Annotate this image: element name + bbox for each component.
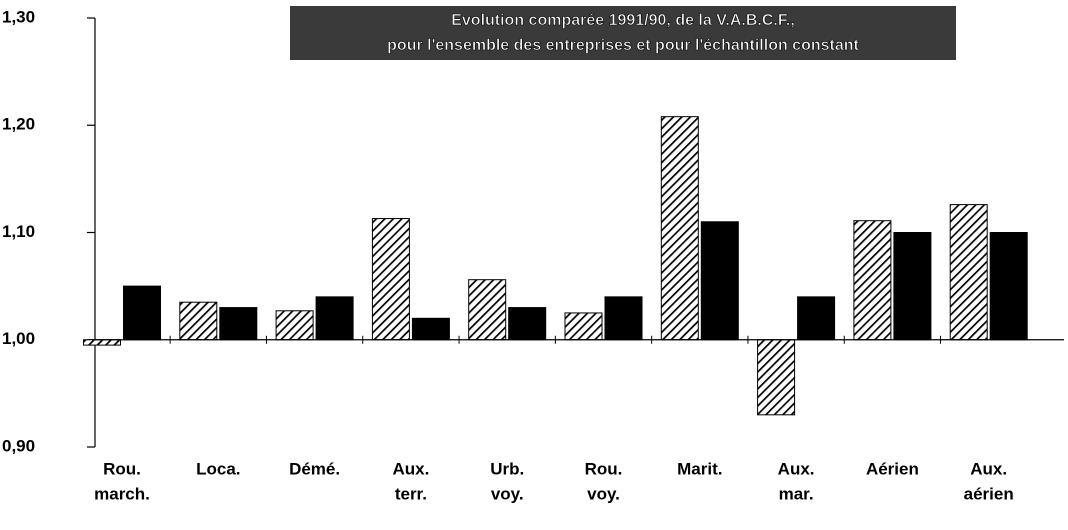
chart-title: Evolution comparée 1991/90, de la V.A.B.… [451,12,795,29]
bar [853,220,892,341]
x-tick-label: aérien [964,484,1014,503]
x-tick-label: terr. [395,484,427,503]
x-tick-label: Rou. [585,459,623,478]
bar [179,301,218,341]
bar [949,204,988,341]
title-box [290,6,956,60]
bar [757,339,796,416]
bar [371,218,410,341]
bar [83,339,121,346]
bar [893,232,932,341]
y-tick-label: 1,20 [2,115,35,134]
bar [604,296,643,341]
x-tick-label: Aérien [866,459,919,478]
x-tick-label: voy. [491,484,524,503]
bar [123,285,161,341]
x-tick-label: Urb. [490,459,524,478]
bar [468,279,507,341]
bar [797,296,836,341]
x-tick-label: Démé. [289,459,340,478]
bar [219,307,258,341]
x-tick-label: Aux. [778,459,815,478]
x-tick-label: march. [94,484,150,503]
x-tick-label: Rou. [103,459,141,478]
bar [411,317,450,341]
x-tick-label: Loca. [196,459,240,478]
x-tick-label: Aux. [392,459,429,478]
bar [508,307,547,341]
bar [564,312,603,341]
x-tick-label: Marit. [677,459,722,478]
chart-subtitle: pour l'ensemble des entreprises et pour … [387,37,859,54]
bar [660,116,699,341]
x-tick-label: Aux. [970,459,1007,478]
bar [700,221,739,341]
bar [989,232,1028,341]
y-tick-label: 0,90 [2,436,35,455]
y-tick-label: 1,10 [2,222,35,241]
x-tick-label: voy. [587,484,620,503]
y-tick-label: 1,30 [2,7,35,26]
x-tick-label: mar. [779,484,814,503]
bar [315,296,354,341]
y-tick-label: 1,00 [2,329,35,348]
bar [275,310,314,341]
